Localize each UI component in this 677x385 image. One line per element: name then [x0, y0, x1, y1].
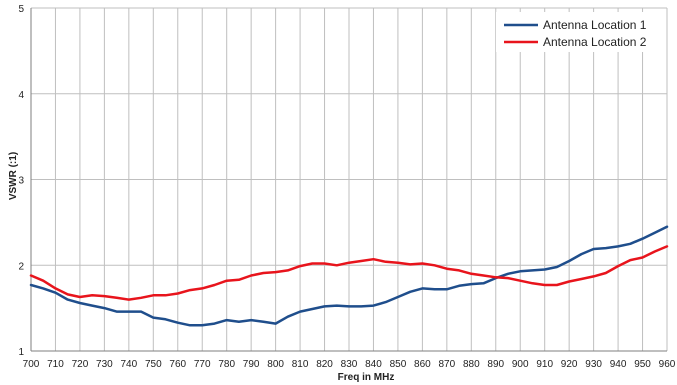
x-tick-label: 950	[634, 359, 651, 370]
y-tick-label: 1	[18, 347, 24, 358]
x-axis-ticks: 700 710 720 730 740 750 760 770 780 790 800 810 820 8…	[23, 359, 676, 370]
x-tick-label: 720	[72, 359, 89, 370]
x-tick-label: 920	[561, 359, 578, 370]
legend-label-2: Antenna Location 2	[543, 35, 647, 49]
x-tick-label: 810	[292, 359, 309, 370]
x-tick-label: 960	[659, 359, 676, 370]
x-tick-label: 910	[536, 359, 553, 370]
x-tick-label: 820	[316, 359, 333, 370]
x-tick-label: 790	[243, 359, 260, 370]
y-tick-label: 4	[18, 90, 24, 101]
x-tick-label: 890	[487, 359, 504, 370]
x-tick-label: 870	[439, 359, 456, 370]
x-tick-label: 760	[169, 359, 186, 370]
x-tick-label: 930	[585, 359, 602, 370]
x-tick-label: 770	[194, 359, 211, 370]
x-tick-label: 710	[47, 359, 64, 370]
x-tick-label: 740	[121, 359, 138, 370]
x-tick-label: 840	[365, 359, 382, 370]
x-tick-label: 850	[390, 359, 407, 370]
series-lines	[29, 225, 669, 327]
legend-box	[496, 12, 666, 52]
x-tick-label: 830	[341, 359, 358, 370]
x-tick-label: 900	[512, 359, 529, 370]
x-tick-label: 780	[218, 359, 235, 370]
x-tick-label: 800	[267, 359, 284, 370]
x-tick-label: 880	[463, 359, 480, 370]
y-tick-label: 5	[18, 4, 24, 15]
series-line-2	[29, 245, 669, 301]
x-tick-label: 860	[414, 359, 431, 370]
series-line-1	[29, 225, 669, 327]
legend: Antenna Location 1 Antenna Location 2	[496, 12, 666, 52]
x-tick-label: 750	[145, 359, 162, 370]
x-axis-label: Freq in MHz	[338, 372, 395, 383]
y-axis-label: VSWR (:1)	[8, 152, 19, 200]
y-tick-label: 2	[18, 261, 24, 272]
x-tick-label: 940	[610, 359, 627, 370]
x-tick-label: 730	[96, 359, 113, 370]
y-axis-ticks: 1 2 3 4 5	[18, 4, 24, 358]
y-tick-label: 3	[18, 176, 24, 187]
x-tick-label: 700	[23, 359, 40, 370]
legend-label-1: Antenna Location 1	[543, 18, 647, 32]
